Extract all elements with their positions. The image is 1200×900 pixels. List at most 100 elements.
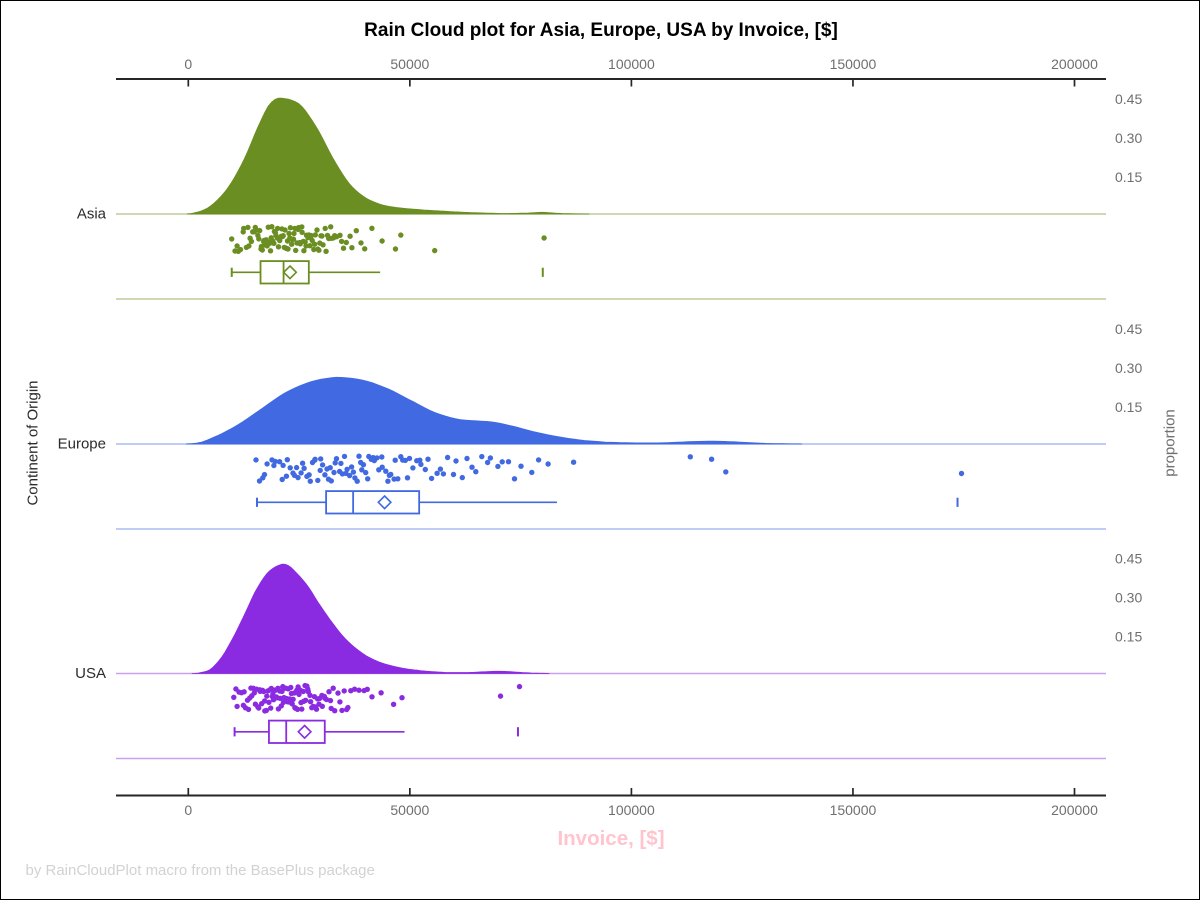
- rain-point: [341, 453, 348, 460]
- rain-point: [418, 461, 424, 468]
- rain-point: [425, 456, 431, 462]
- rain-point: [314, 227, 320, 233]
- rain-point: [256, 478, 263, 484]
- rain-point: [235, 248, 241, 254]
- rain-point: [293, 247, 299, 254]
- rain-point: [306, 472, 312, 478]
- proportion-tick-label-asia: 0.15: [1115, 169, 1142, 185]
- rain-point: [395, 476, 401, 482]
- rain-point: [308, 232, 314, 239]
- rain-point: [272, 687, 279, 693]
- chart-title: Rain Cloud plot for Asia, Europe, USA by…: [364, 19, 838, 41]
- y-left-axis-title: Continent of Origin: [24, 380, 42, 506]
- rain-point: [317, 695, 323, 702]
- rain-point: [341, 688, 347, 694]
- rain-point: [229, 236, 235, 242]
- density-cloud-asia: [186, 97, 590, 215]
- rain-point: [378, 690, 384, 696]
- box-mean-diamond-asia: [282, 264, 298, 280]
- x-axis-title: Invoice, [$]: [557, 826, 665, 850]
- rain-point: [362, 246, 368, 252]
- rain-point: [293, 464, 300, 471]
- rain-point: [340, 245, 347, 251]
- rain-point: [318, 233, 324, 239]
- rain-point: [307, 243, 313, 249]
- rain-point: [291, 472, 298, 478]
- rain-point: [264, 461, 270, 467]
- proportion-tick-label-europe: 0.30: [1115, 360, 1142, 376]
- rain-point: [958, 470, 965, 477]
- rain-point: [332, 460, 338, 466]
- rain-point: [337, 699, 343, 705]
- rain-point: [687, 454, 693, 460]
- category-label-asia: Asia: [77, 206, 107, 223]
- rain-point: [299, 706, 305, 712]
- rain-point: [303, 243, 309, 249]
- rain-point: [323, 248, 329, 254]
- rain-point: [289, 701, 295, 707]
- rain-point: [406, 455, 413, 462]
- rain-point: [410, 465, 416, 471]
- density-cloud-usa: [191, 563, 550, 674]
- category-label-europe: Europe: [58, 436, 106, 453]
- rain-point: [261, 471, 268, 478]
- rain-point: [364, 686, 370, 692]
- rain-point: [330, 685, 336, 691]
- rain-points-asia: [229, 224, 547, 254]
- rain-point: [459, 474, 465, 481]
- rain-point: [300, 238, 306, 245]
- rain-point: [376, 467, 382, 473]
- rain-point: [291, 230, 297, 237]
- rain-point: [487, 455, 494, 461]
- rain-point: [307, 478, 313, 484]
- rain-point: [284, 238, 291, 244]
- rain-point: [302, 682, 308, 689]
- rain-point: [255, 704, 261, 710]
- rain-point: [353, 228, 359, 234]
- proportion-tick-label-usa: 0.30: [1115, 590, 1142, 606]
- rain-point: [266, 699, 272, 705]
- rain-point: [570, 459, 577, 465]
- rain-point: [240, 702, 247, 708]
- rain-point: [283, 473, 290, 479]
- rain-point: [428, 475, 435, 482]
- rain-point: [300, 688, 306, 695]
- rain-point: [307, 699, 314, 705]
- rain-point: [350, 469, 357, 475]
- rain-point: [390, 701, 397, 707]
- x-axis-tick-label-top: 150000: [830, 56, 877, 72]
- rain-point: [312, 232, 318, 238]
- rain-point: [541, 235, 547, 241]
- rain-point: [511, 476, 518, 482]
- rain-point: [311, 694, 318, 700]
- box-mean-diamond-usa: [297, 724, 313, 740]
- rain-point: [294, 687, 300, 693]
- x-axis-tick-label-bottom: 50000: [390, 802, 429, 818]
- rain-point: [296, 691, 302, 698]
- rain-point: [356, 453, 362, 459]
- rain-point: [241, 225, 247, 232]
- rain-point: [383, 468, 389, 474]
- rain-point: [269, 457, 275, 463]
- rain-point: [271, 240, 277, 247]
- rain-point: [315, 477, 321, 484]
- rain-point: [484, 459, 491, 466]
- y-right-axis-title: proportion: [1161, 409, 1178, 477]
- rain-point: [299, 229, 305, 235]
- rain-point: [347, 233, 353, 239]
- category-label-usa: USA: [75, 665, 106, 682]
- rain-point: [287, 225, 294, 231]
- proportion-tick-label-europe: 0.15: [1115, 399, 1142, 415]
- rain-point: [324, 232, 331, 239]
- rain-point: [244, 697, 251, 703]
- rain-point: [289, 241, 295, 247]
- rain-point: [369, 694, 375, 700]
- rain-point: [310, 703, 316, 710]
- rain-point: [324, 466, 330, 472]
- rain-point: [294, 706, 301, 712]
- rain-points-usa: [231, 682, 523, 714]
- footnote: by RainCloudPlot macro from the BasePlus…: [25, 861, 375, 879]
- rain-point: [316, 247, 322, 253]
- rain-point: [348, 464, 355, 470]
